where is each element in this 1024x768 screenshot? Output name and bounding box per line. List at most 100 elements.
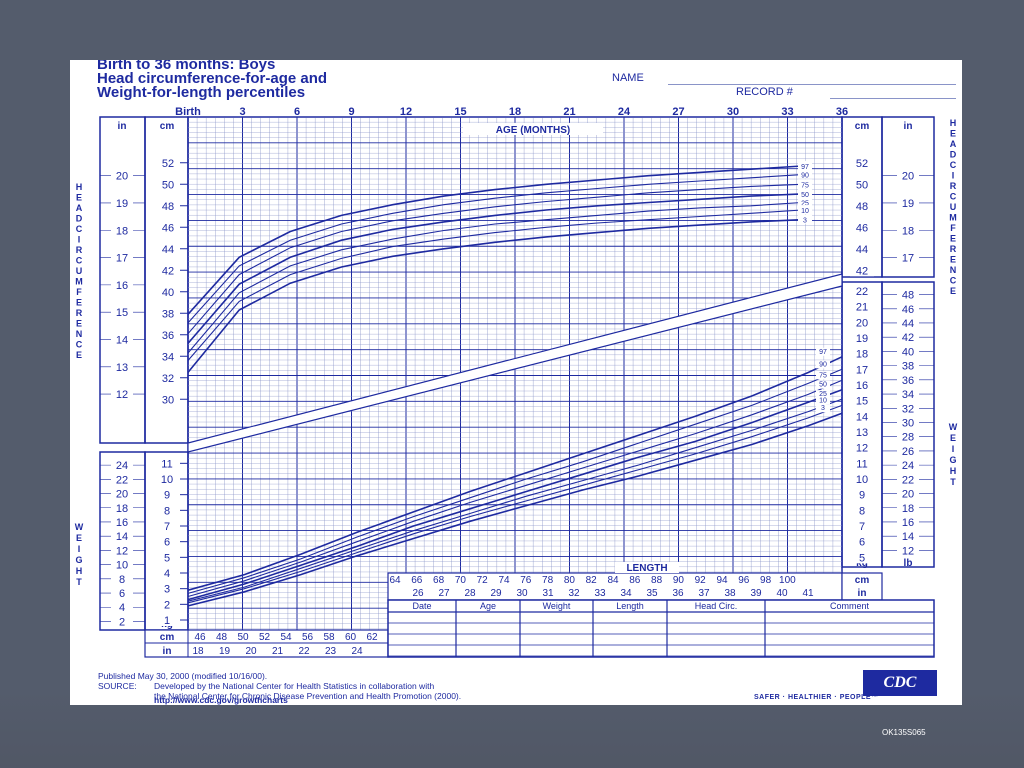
length-in-bottom-tick-label: 24 [351, 646, 363, 657]
hc-percentile-label-bg [798, 179, 812, 189]
length-in-mid-tick-label: 32 [568, 588, 580, 599]
wt-lb-right-tick-label: 32 [902, 403, 914, 415]
length-cm-bottom-tick-label: 58 [323, 632, 335, 643]
side-label-weight-right: E [950, 433, 956, 443]
age-tick-label: 36 [836, 106, 848, 118]
wt-lb-right-tick-label: 20 [902, 489, 914, 501]
hc-percentile-line-3 [187, 218, 803, 373]
record-table-header: Age [480, 601, 496, 611]
wt-kg-unit-label-right: kg [856, 558, 868, 569]
wt-lb-right-label-bg [897, 345, 919, 358]
wt-kg-right-label-bg [850, 441, 874, 454]
record-table-header: Head Circ. [695, 601, 738, 611]
chart-title-line-2: Head circumference-for-age and [97, 70, 328, 87]
wl-percentile-label: 97 [819, 349, 827, 356]
wt-kg-right-label-bg [850, 488, 874, 501]
length-cm-unit-label: cm [855, 575, 870, 586]
age-tick-label: 9 [348, 106, 354, 118]
hc-percentile-label-bg [798, 160, 812, 170]
wt-kg-right-label-bg [850, 300, 874, 313]
hc-percentile-line-25 [187, 201, 803, 354]
length-in-bottom-tick-label: 22 [298, 646, 310, 657]
wt-kg-right-tick-label: 10 [856, 474, 868, 486]
wt-kg-right-tick-label: 17 [856, 364, 868, 376]
side-label-head-circumference: R [76, 308, 83, 318]
hc-cm-label-bg [154, 307, 178, 320]
wt-kg-label-bg [157, 567, 177, 579]
length-in-mid-tick-label: 36 [672, 588, 684, 599]
wt-lb-right-label-bg [897, 402, 919, 415]
wt-kg-right-label-bg [850, 394, 874, 407]
growth-chart-card: Birth to 36 months: Boys Head circumfere… [70, 60, 962, 705]
hc-cm-tick-label: 44 [162, 244, 174, 256]
length-in-mid-tick-label: 39 [750, 588, 762, 599]
side-label-head-circumference-right: H [950, 118, 957, 128]
side-label-head-circumference-right: U [950, 202, 957, 212]
record-field-line[interactable] [830, 98, 956, 99]
wt-lb-right-tick-label: 40 [902, 346, 914, 358]
hc-cm-label-bg [154, 328, 178, 341]
wt-lb-right-tick-label: 18 [902, 503, 914, 515]
wl-percentile-line-90 [187, 368, 843, 594]
length-cm-bottom-tick-label: 48 [216, 632, 228, 643]
hc-in-label-bg [111, 333, 133, 346]
hc-cm-right-tick-label: 46 [856, 222, 868, 234]
name-field-line[interactable] [668, 84, 956, 85]
wt-kg-tick-label: 6 [164, 537, 170, 549]
wt-lb-label-bg [111, 459, 133, 472]
wt-lb-tick-label: 10 [116, 560, 128, 572]
wt-kg-right-tick-label: 14 [856, 411, 868, 423]
document-code: OK135S065 [882, 728, 926, 737]
age-tick-label: 18 [509, 106, 521, 118]
wl-percentile-label: 50 [819, 382, 827, 389]
wt-lb-right-tick-label: 28 [902, 432, 914, 444]
age-tick-label: 6 [294, 106, 300, 118]
record-table-header: Length [616, 601, 644, 611]
growthcharts-url[interactable]: http://www.cdc.gov/growthcharts [154, 695, 288, 705]
wt-lb-right-label-bg [897, 501, 919, 514]
wt-lb-tick-label: 18 [116, 503, 128, 515]
hc-cm-label-bg [154, 350, 178, 363]
chart-title-line-1: Birth to 36 months: Boys [97, 60, 276, 73]
source-line-2: the National Center for Chronic Disease … [154, 691, 462, 701]
wt-lb-right-tick-label: 38 [902, 361, 914, 373]
wt-lb-tick-label: 14 [116, 531, 128, 543]
side-label-head-circumference: M [75, 277, 83, 287]
length-in-bottom-tick-label: 21 [272, 646, 284, 657]
wt-kg-label-bg [157, 520, 177, 532]
length-cm-mid-tick-label: 98 [760, 575, 772, 586]
hc-in-tick-label: 12 [116, 389, 128, 401]
wt-lb-label-bg [111, 473, 133, 486]
side-label-head-circumference: E [76, 298, 82, 308]
cdc-logo: CDC [863, 670, 937, 696]
wt-lb-label-bg [111, 572, 133, 585]
side-label-head-circumference: C [76, 340, 83, 350]
wl-percentile-label-bg [816, 347, 830, 356]
wt-lb-tick-label: 16 [116, 517, 128, 529]
wt-kg-right-label-bg [850, 316, 874, 329]
wt-lb-label-bg [111, 487, 133, 500]
side-label-head-circumference: R [76, 245, 83, 255]
hc-in-tick-label: 19 [116, 198, 128, 210]
length-cm-mid-tick-label: 78 [542, 575, 554, 586]
length-cm-mid-tick-label: 90 [673, 575, 685, 586]
length-mid-axis-box [387, 572, 843, 601]
hc-cm-unit-label-right: cm [855, 121, 870, 132]
wt-kg-right-tick-label: 19 [856, 333, 868, 345]
side-label-weight: G [75, 555, 82, 565]
hc-cm-label-bg [154, 242, 178, 255]
age-tick-label: 3 [239, 106, 245, 118]
wt-lb-right-tick-label: 36 [902, 375, 914, 387]
side-label-head-circumference-right: C [950, 192, 957, 202]
wt-lb-right-label-bg [897, 473, 919, 486]
wl-percentile-line-25 [187, 398, 843, 602]
wt-lb-tick-label: 2 [119, 616, 125, 628]
hc-cm-label-bg [154, 371, 178, 384]
side-label-head-circumference-right: R [950, 244, 957, 254]
right-wt-lb-panel [881, 281, 935, 568]
side-label-head-circumference-right: E [950, 234, 956, 244]
length-cm-mid-tick-label: 94 [716, 575, 728, 586]
wl-percentile-line-97 [187, 356, 843, 591]
published-note: Published May 30, 2000 (modified 10/16/0… [98, 671, 268, 681]
hc-cm-tick-label: 46 [162, 222, 174, 234]
